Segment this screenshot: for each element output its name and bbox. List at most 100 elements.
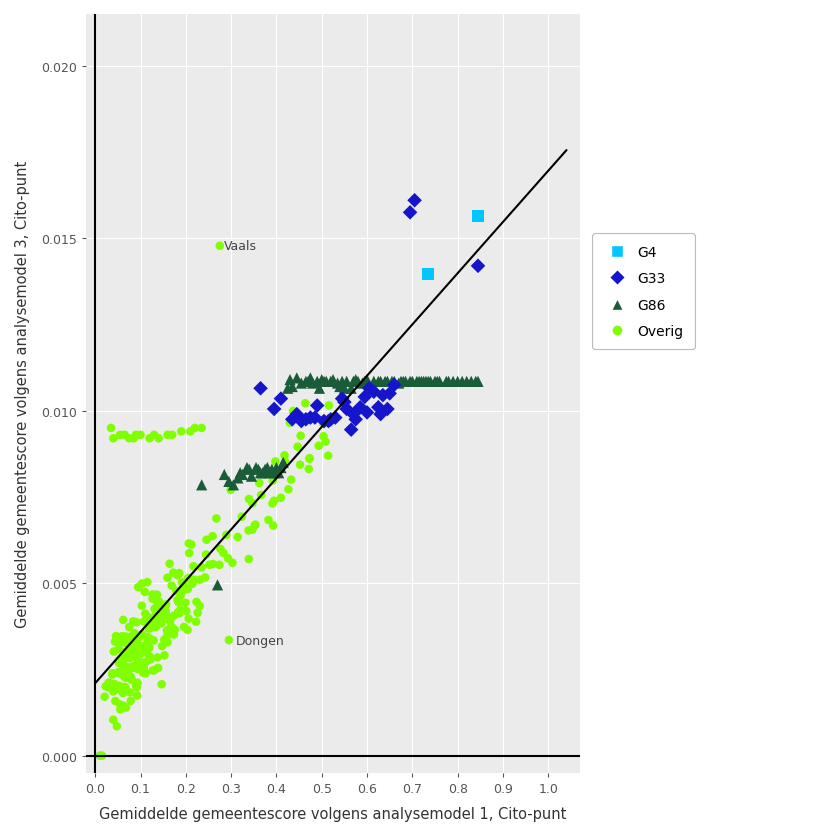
Point bbox=[166, 566, 180, 579]
Point bbox=[213, 543, 227, 556]
Point bbox=[166, 429, 179, 442]
Point bbox=[441, 375, 455, 389]
Point bbox=[124, 695, 137, 708]
Point bbox=[187, 573, 201, 587]
Point bbox=[162, 614, 176, 627]
Point bbox=[314, 374, 328, 387]
Point bbox=[186, 560, 200, 573]
Point bbox=[278, 449, 291, 462]
Point bbox=[195, 561, 208, 574]
Point bbox=[344, 382, 358, 395]
Point bbox=[319, 436, 332, 449]
Point bbox=[226, 557, 239, 570]
Point bbox=[126, 614, 140, 628]
Point bbox=[236, 468, 249, 482]
Point bbox=[171, 594, 184, 607]
Point bbox=[282, 483, 295, 497]
Point bbox=[303, 372, 317, 385]
Point bbox=[471, 375, 484, 389]
Point bbox=[167, 628, 181, 641]
Point bbox=[129, 659, 142, 672]
Point bbox=[130, 630, 144, 643]
Point bbox=[137, 661, 150, 675]
Point bbox=[186, 578, 199, 591]
Point bbox=[151, 661, 165, 675]
Point bbox=[139, 655, 152, 669]
Point bbox=[349, 413, 362, 426]
Point bbox=[324, 413, 337, 426]
Point bbox=[176, 584, 190, 598]
Point bbox=[106, 713, 120, 726]
Point bbox=[135, 644, 149, 657]
Point bbox=[153, 614, 166, 627]
Point bbox=[167, 609, 181, 623]
Point bbox=[217, 468, 231, 482]
Point bbox=[118, 429, 131, 442]
Point bbox=[121, 637, 135, 650]
Point bbox=[274, 392, 288, 405]
Point bbox=[283, 416, 296, 430]
Point bbox=[193, 573, 206, 587]
Point bbox=[265, 463, 278, 477]
Point bbox=[114, 429, 127, 442]
Point bbox=[281, 382, 294, 395]
Point bbox=[254, 489, 268, 502]
Point bbox=[105, 667, 119, 681]
Point bbox=[256, 466, 269, 480]
Point bbox=[144, 633, 157, 646]
Point bbox=[253, 382, 267, 395]
Point bbox=[112, 656, 125, 670]
Point bbox=[460, 375, 473, 389]
Point bbox=[253, 466, 267, 480]
Point bbox=[189, 615, 202, 629]
Point bbox=[258, 463, 272, 477]
Point bbox=[303, 411, 317, 425]
Point bbox=[278, 456, 292, 469]
Point bbox=[135, 628, 149, 641]
Point bbox=[173, 607, 186, 620]
Point bbox=[112, 643, 125, 656]
Point bbox=[471, 260, 484, 273]
Point bbox=[108, 635, 121, 649]
Point bbox=[319, 375, 333, 389]
Point bbox=[419, 375, 432, 389]
Point bbox=[149, 589, 162, 602]
Point bbox=[98, 691, 111, 704]
Point bbox=[99, 680, 112, 693]
Point bbox=[181, 572, 195, 585]
Point bbox=[414, 375, 427, 389]
Y-axis label: Gemiddelde gemeentescore volgens analysemodel 3, Cito-punt: Gemiddelde gemeentescore volgens analyse… bbox=[15, 161, 30, 627]
Point bbox=[165, 620, 178, 634]
Point bbox=[383, 387, 396, 400]
Point bbox=[152, 600, 166, 614]
Point bbox=[317, 415, 330, 428]
Point bbox=[335, 375, 349, 389]
Point bbox=[130, 676, 144, 690]
Point bbox=[235, 510, 248, 523]
Point bbox=[131, 581, 145, 594]
Point bbox=[266, 474, 279, 487]
Point bbox=[221, 552, 234, 565]
Point bbox=[242, 524, 255, 538]
Point bbox=[181, 624, 194, 637]
Point bbox=[130, 650, 144, 664]
Point bbox=[140, 576, 154, 589]
Point bbox=[306, 377, 319, 390]
Point bbox=[317, 430, 330, 443]
Point bbox=[344, 424, 358, 437]
Point bbox=[127, 635, 140, 648]
Point bbox=[146, 664, 160, 677]
Point bbox=[142, 634, 155, 647]
Point bbox=[130, 662, 144, 675]
Point bbox=[290, 408, 303, 421]
Point bbox=[349, 374, 362, 387]
Point bbox=[380, 375, 394, 389]
Point bbox=[140, 612, 153, 625]
Point bbox=[108, 682, 121, 696]
Point bbox=[213, 240, 227, 253]
Point bbox=[140, 646, 153, 660]
Point bbox=[199, 548, 212, 562]
Point bbox=[248, 519, 262, 533]
Point bbox=[137, 615, 150, 629]
Point bbox=[276, 456, 289, 470]
